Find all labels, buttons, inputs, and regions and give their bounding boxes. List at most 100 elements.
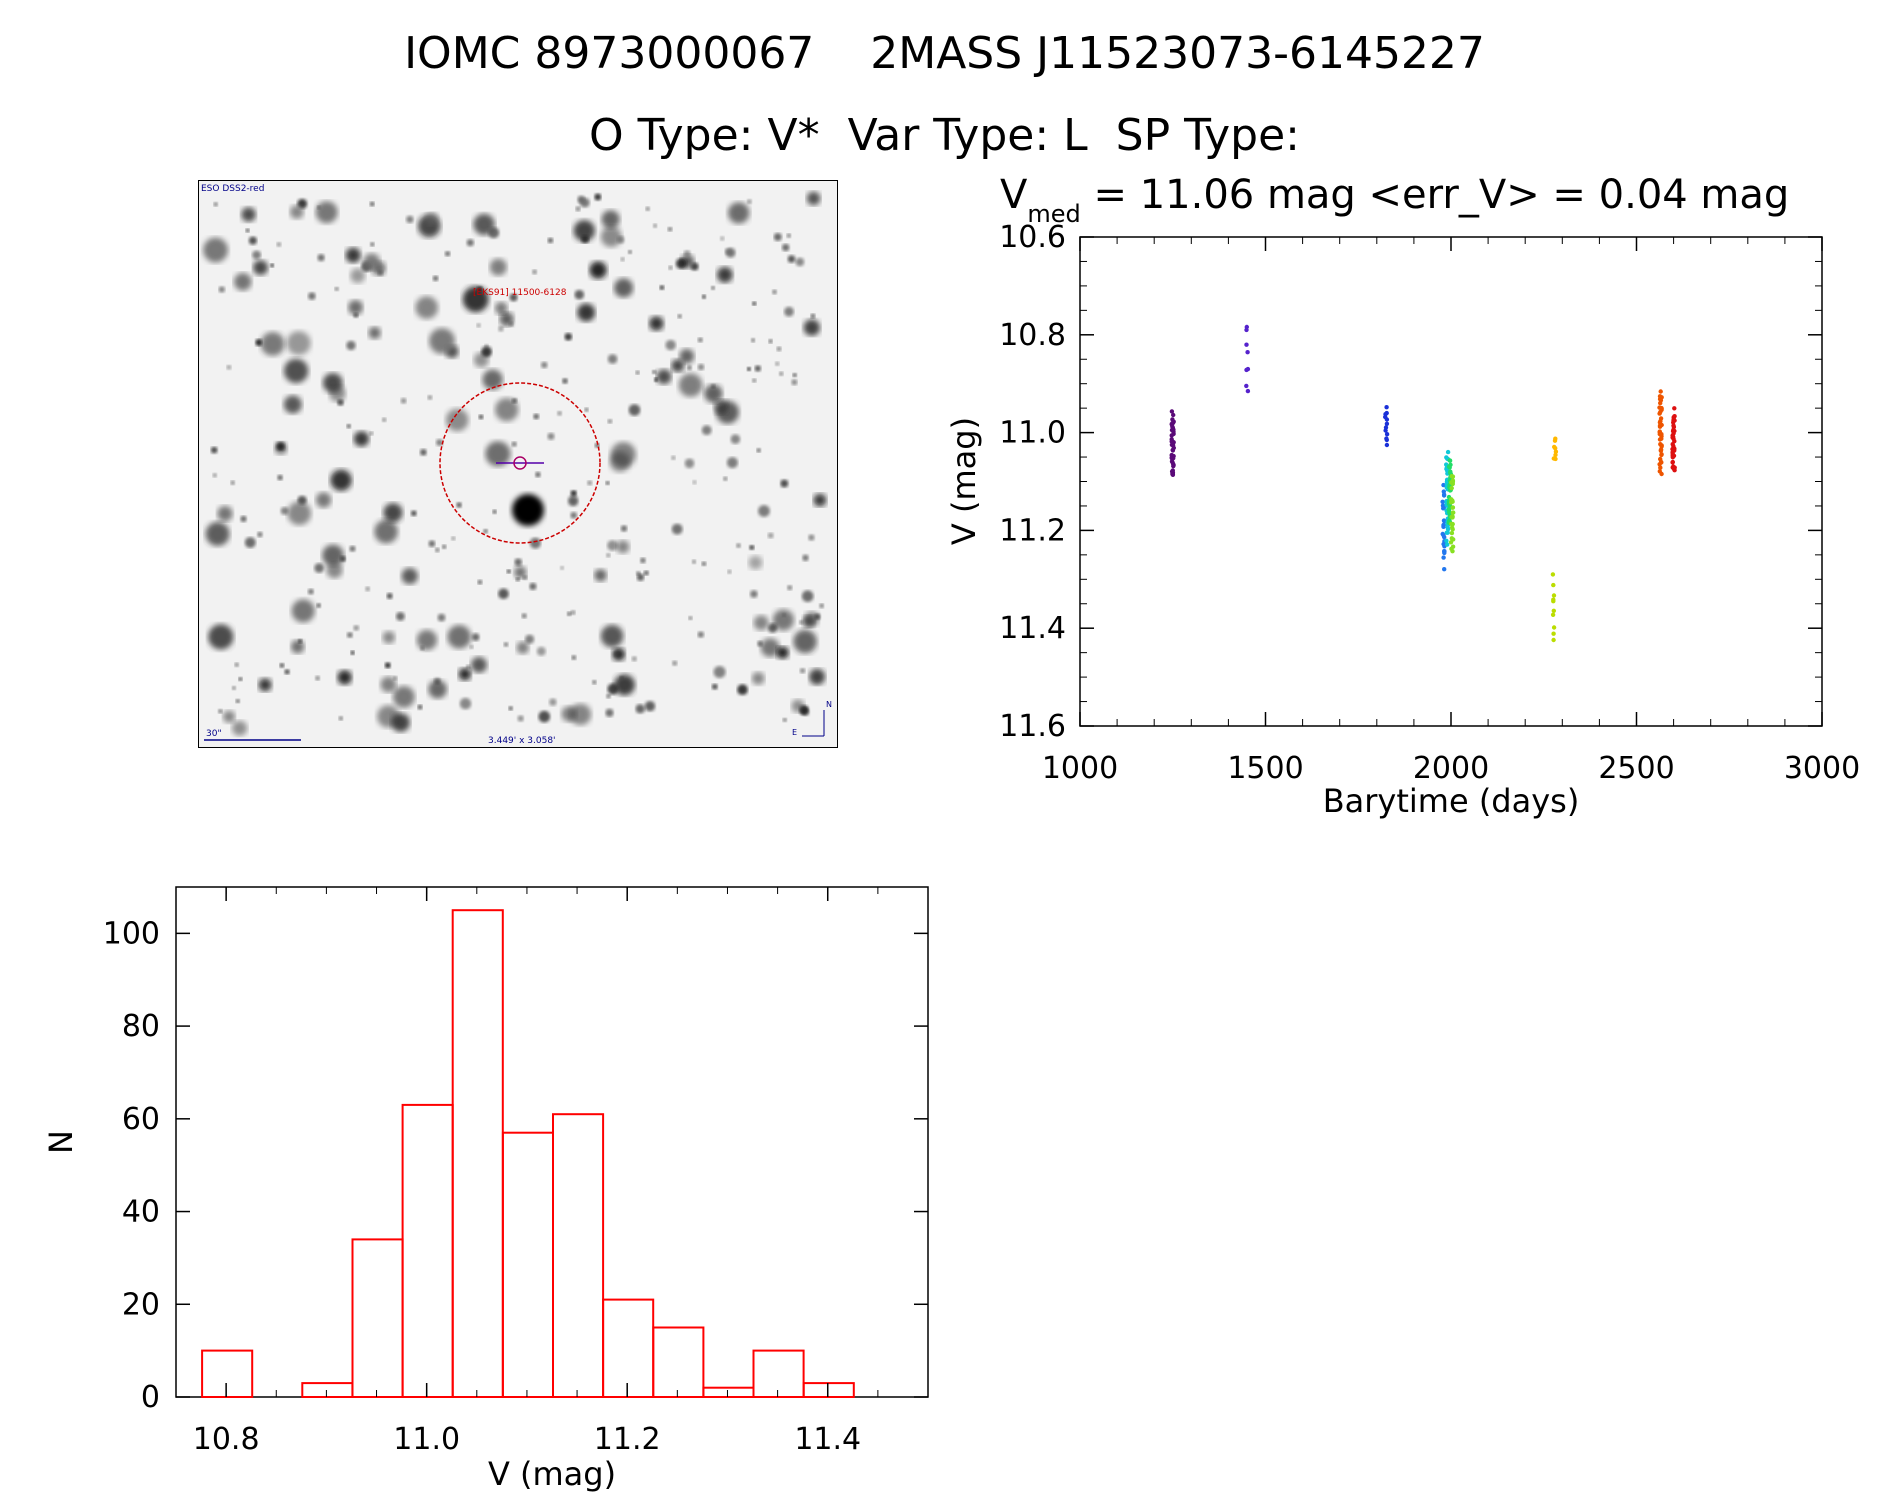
lc-point: [1551, 631, 1556, 636]
star: [711, 285, 715, 290]
star: [569, 703, 592, 726]
star: [516, 641, 529, 654]
star: [240, 515, 247, 522]
lc-point: [1170, 424, 1175, 429]
sky-image-panel: ESO DSS2-red [EKS91] 11500-6128 30" 3.44…: [198, 180, 838, 748]
star: [369, 431, 374, 436]
star: [482, 369, 503, 390]
star: [782, 717, 787, 722]
hist-xtick-label: 11.2: [594, 1422, 661, 1457]
object-label: [EKS91] 11500-6128: [473, 288, 567, 298]
star: [276, 442, 285, 451]
star: [773, 233, 782, 241]
star: [427, 395, 433, 400]
star: [270, 263, 275, 268]
star: [723, 476, 728, 481]
star: [616, 540, 630, 554]
star: [223, 710, 236, 723]
star: [511, 441, 517, 447]
star: [687, 365, 692, 371]
star: [605, 481, 610, 485]
star: [562, 378, 568, 384]
star: [291, 599, 315, 623]
star: [338, 716, 343, 721]
star: [541, 361, 548, 369]
star: [752, 301, 757, 306]
lc-title-sub: med: [1027, 200, 1080, 228]
lc-point: [1171, 429, 1176, 435]
lc-ytick-label: 11.2: [999, 513, 1066, 548]
star: [573, 220, 595, 242]
lc-point: [1384, 405, 1389, 410]
star: [594, 193, 602, 201]
star: [799, 620, 804, 625]
star: [711, 683, 718, 690]
lc-point: [1657, 411, 1662, 416]
star: [476, 323, 481, 328]
star: [492, 509, 497, 514]
star: [571, 655, 577, 660]
star: [458, 667, 472, 681]
star: [349, 545, 356, 552]
lc-point: [1245, 388, 1251, 394]
star: [677, 314, 682, 319]
star: [717, 266, 733, 283]
star: [483, 529, 488, 534]
star: [252, 250, 262, 260]
lc-point: [1449, 536, 1455, 541]
star: [614, 674, 635, 696]
lc-point: [1441, 493, 1447, 498]
star: [813, 493, 827, 507]
star: [804, 611, 819, 627]
star: [218, 286, 225, 293]
star: [218, 709, 223, 714]
star: [751, 672, 765, 685]
star: [772, 289, 777, 295]
star: [382, 631, 396, 644]
star: [437, 613, 446, 622]
lc-point: [1171, 445, 1177, 451]
star: [592, 680, 597, 685]
star: [754, 365, 761, 372]
lc-point: [1551, 599, 1556, 604]
lc-points: [1169, 324, 1677, 643]
star: [459, 697, 472, 710]
star: [587, 480, 593, 486]
lc-point: [1441, 482, 1446, 488]
star: [248, 236, 257, 245]
star: [208, 624, 234, 650]
star: [570, 610, 576, 615]
star: [697, 337, 703, 343]
star: [577, 303, 596, 322]
hist-bar: [752, 1349, 805, 1399]
star-field: [203, 191, 827, 736]
star: [529, 582, 537, 590]
star: [600, 226, 622, 248]
star: [750, 590, 758, 598]
star: [257, 531, 263, 538]
hist-xlabel: V (mag): [488, 1455, 616, 1493]
hist-ytick-label: 0: [141, 1380, 160, 1415]
star: [326, 562, 343, 579]
star: [238, 677, 243, 682]
star: [406, 215, 414, 224]
star: [241, 207, 256, 222]
star: [445, 251, 451, 257]
lc-ytick-label: 11.0: [999, 416, 1066, 451]
lc-point: [1441, 506, 1446, 511]
star: [369, 201, 375, 207]
hist-ytick-label: 60: [122, 1102, 160, 1137]
star: [779, 371, 784, 376]
star: [210, 446, 218, 454]
star: [401, 567, 418, 585]
star: [368, 326, 381, 339]
lc-point: [1442, 567, 1447, 572]
star: [809, 668, 826, 685]
star: [231, 686, 236, 690]
star: [652, 370, 657, 374]
star: [279, 663, 285, 668]
star: [635, 370, 640, 375]
lc-point: [1672, 406, 1677, 411]
lc-point: [1449, 485, 1454, 491]
star: [260, 332, 285, 356]
